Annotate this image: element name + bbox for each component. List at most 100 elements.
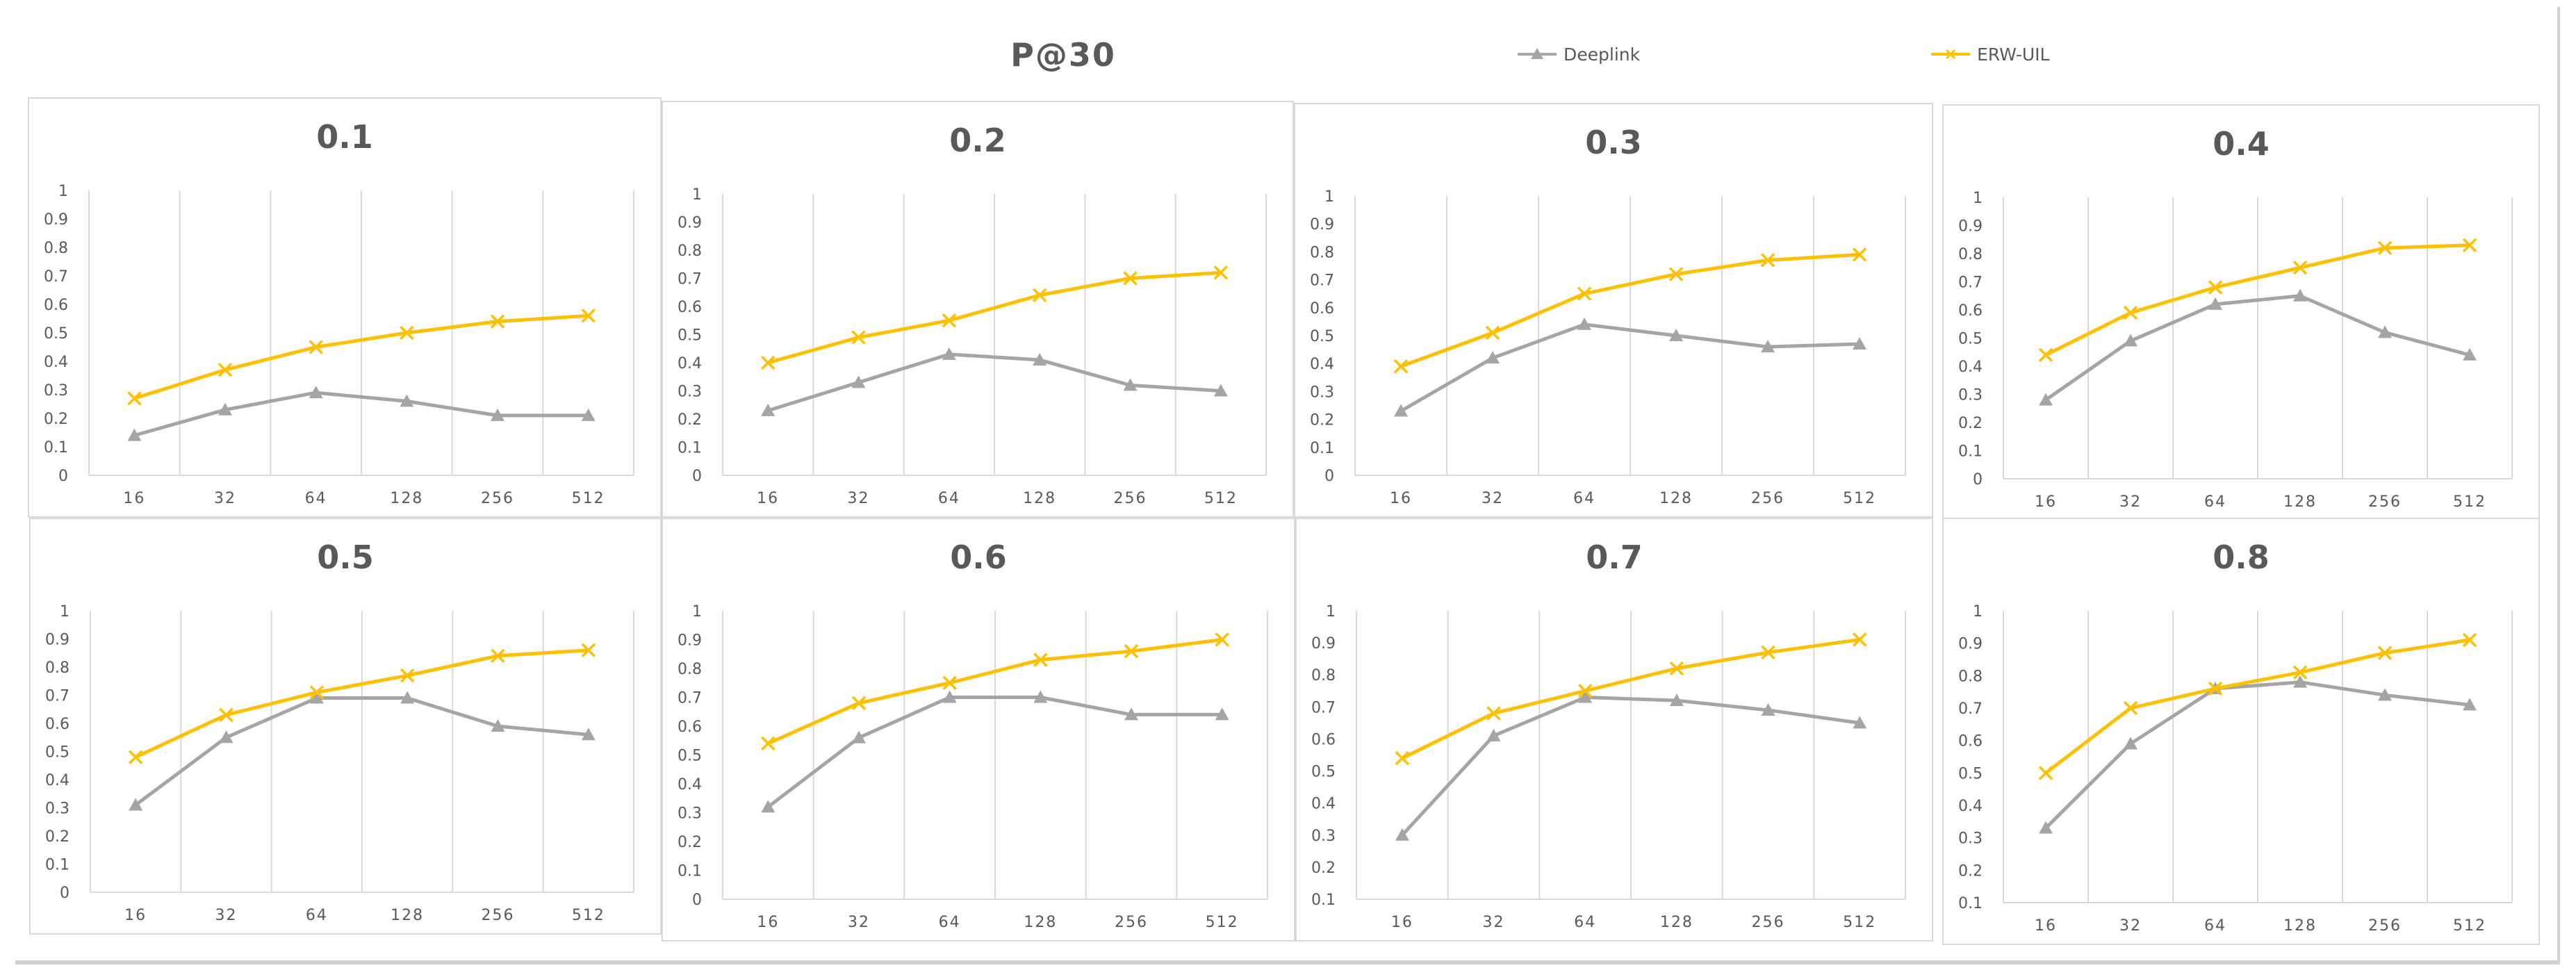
data-point-erw-uil: [581, 643, 596, 657]
data-point-erw-uil: [1577, 286, 1592, 301]
data-point-erw-uil: [851, 696, 867, 711]
y-tick-label: 0.2: [1958, 862, 1983, 880]
y-tick-label: 0.1: [1958, 895, 1983, 912]
plot-area: 0 0.1 0.2 0.3 0.4 0.5 0.6 0.7 0.8 0.9 1 16 32 64 128 25…: [678, 186, 1267, 507]
chart-panel-0.3: 0.3 0 0.1 0.2 0.3 0.4 0.5 0.6 0.7 0.8 0.9 1 16 32 64 12…: [1294, 103, 1933, 518]
y-tick-label: 0.3: [1311, 828, 1336, 845]
x-tick-label: 16: [1391, 914, 1413, 931]
data-point-deeplink: [761, 403, 776, 416]
y-tick-label: 0.2: [1958, 415, 1983, 432]
data-point-deeplink: [129, 798, 143, 811]
data-point-erw-uil: [1395, 750, 1410, 766]
series-line-deeplink: [2044, 680, 2470, 830]
y-tick-label: 0: [58, 468, 68, 485]
data-point-deeplink: [2208, 297, 2222, 310]
plot-area: 0 0.1 0.2 0.3 0.4 0.5 0.6 0.7 0.8 0.9 1 16 32 64 128 25…: [44, 183, 634, 507]
series-line-deeplink: [2044, 294, 2470, 402]
data-point-deeplink: [1761, 703, 1775, 716]
chart-panel-0.5: 0.5 0 0.1 0.2 0.3 0.4 0.5 0.6 0.7 0.8 0.9 1 16 32 64 12…: [29, 518, 662, 935]
data-point-erw-uil: [218, 363, 233, 377]
series-line-erw-uil: [2044, 638, 2470, 775]
data-point-erw-uil: [2208, 681, 2223, 696]
x-tick-label: 16: [2035, 493, 2057, 511]
y-tick-label: 1: [692, 186, 702, 204]
y-tick-label: 0.9: [1958, 636, 1983, 653]
series-line-deeplink: [133, 391, 589, 438]
x-tick-label: 64: [306, 907, 328, 924]
data-point-deeplink: [400, 691, 415, 704]
data-point-deeplink: [2039, 821, 2053, 834]
y-tick-label: 0.5: [1310, 328, 1334, 345]
data-point-erw-uil: [760, 355, 776, 370]
y-tick-label: 0.9: [1311, 635, 1336, 652]
data-point-erw-uil: [2208, 280, 2223, 295]
y-tick-label: 0.8: [1310, 244, 1334, 261]
data-point-erw-uil: [761, 736, 776, 751]
x-tick-label: 256: [482, 907, 515, 924]
y-tick-label: 0.3: [1310, 384, 1334, 401]
y-tick-label: 0.7: [45, 688, 69, 705]
data-point-deeplink: [2463, 347, 2477, 361]
y-tick-label: 0.8: [678, 661, 702, 678]
y-tick-label: 0.1: [678, 863, 702, 880]
y-tick-label: 0.8: [1958, 668, 1983, 685]
data-point-deeplink: [1578, 690, 1593, 703]
y-tick-label: 0.1: [1310, 440, 1334, 457]
x-tick-label: 16: [124, 907, 147, 924]
y-tick-label: 0.4: [45, 772, 69, 789]
x-tick-label: 16: [757, 490, 779, 507]
data-point-deeplink: [852, 730, 866, 744]
data-point-erw-uil: [2462, 632, 2477, 648]
x-tick-label: 512: [1843, 914, 1876, 931]
x-tick-label: 512: [2453, 493, 2486, 511]
data-point-deeplink: [851, 375, 866, 388]
plot-area: 0 0.1 0.2 0.3 0.4 0.5 0.6 0.7 0.8 0.9 1 16 32 64 128 25…: [45, 603, 634, 924]
data-point-erw-uil: [1393, 359, 1409, 374]
y-tick-label: 0.2: [678, 834, 702, 851]
y-tick-label: 0.6: [678, 299, 702, 316]
y-tick-label: 0.4: [678, 355, 702, 372]
data-point-deeplink: [491, 408, 504, 421]
x-tick-label: 256: [1752, 914, 1785, 931]
x-tick-label: 32: [848, 490, 870, 507]
data-point-deeplink: [491, 719, 505, 732]
x-tick-label: 64: [939, 914, 961, 931]
data-point-erw-uil: [1486, 706, 1501, 721]
x-tick-label: 32: [214, 490, 236, 507]
x-tick-label: 256: [1751, 490, 1785, 507]
y-tick-label: 0.6: [45, 716, 69, 733]
y-tick-label: 0.6: [1311, 731, 1336, 748]
x-tick-label: 128: [2283, 493, 2317, 511]
data-point-erw-uil: [1124, 643, 1139, 659]
y-tick-label: 0: [1324, 468, 1334, 485]
y-tick-label: 0.5: [1958, 331, 1983, 348]
x-tick-label: 128: [1024, 914, 1057, 931]
y-tick-label: 1: [60, 603, 69, 621]
y-tick-label: 0.4: [1958, 359, 1983, 376]
legend-item-erw-uil: ERW-UIL: [1928, 40, 2049, 68]
data-point-deeplink: [2039, 393, 2053, 406]
data-point-deeplink: [127, 428, 142, 441]
series-line-erw-uil: [767, 270, 1221, 365]
y-tick-label: 0.8: [678, 243, 702, 260]
data-point-deeplink: [1669, 693, 1684, 707]
x-tick-label: 256: [1115, 914, 1148, 931]
data-point-erw-uil: [309, 685, 325, 700]
y-tick-label: 0.7: [1311, 699, 1336, 716]
series-line-erw-uil: [133, 313, 589, 400]
legend-label-deeplink: Deeplink: [1564, 44, 1641, 65]
y-tick-label: 0.2: [678, 411, 702, 429]
y-tick-label: 0.9: [45, 632, 69, 649]
x-tick-label: 256: [2368, 493, 2402, 511]
y-tick-label: 0.5: [45, 744, 69, 762]
data-point-erw-uil: [581, 309, 596, 323]
x-tick-label: 32: [1483, 914, 1505, 931]
y-tick-label: 0: [692, 892, 702, 909]
data-point-deeplink: [2463, 698, 2477, 711]
y-tick-label: 0.3: [45, 801, 69, 818]
data-point-deeplink: [1761, 340, 1775, 353]
data-point-erw-uil: [1033, 652, 1048, 667]
data-point-deeplink: [1213, 384, 1228, 397]
data-point-erw-uil: [1668, 267, 1684, 281]
series-line-erw-uil: [2044, 243, 2470, 357]
